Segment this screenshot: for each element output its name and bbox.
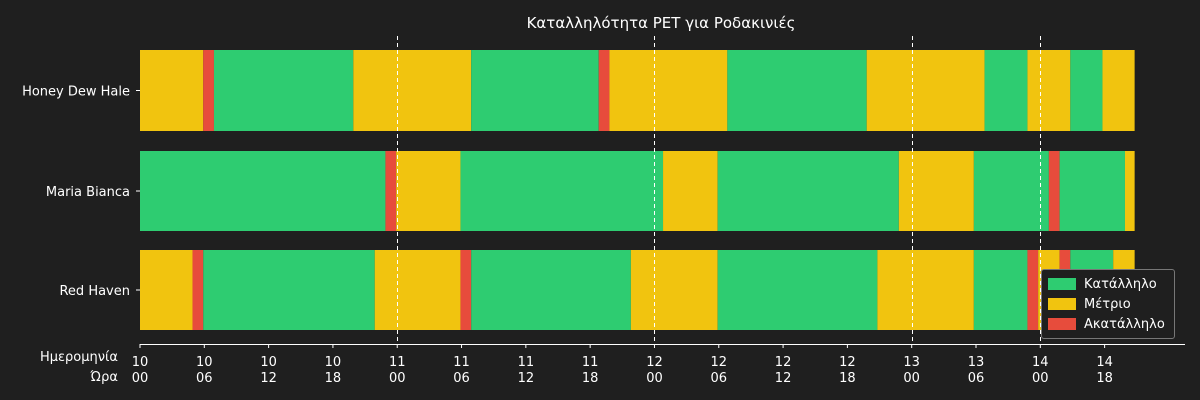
segment-0-8-mid [866, 50, 985, 131]
y-label-2: Red Haven [59, 284, 130, 299]
x-tick-day-10: 12 [775, 355, 792, 370]
segment-1-6-mid [898, 151, 974, 231]
segment-0-3-mid [353, 50, 472, 131]
segment-2-2-good [203, 250, 375, 330]
x-tick-day-8: 12 [646, 355, 663, 370]
segment-0-12-mid [1102, 50, 1135, 131]
x-axis-label-date: Ημερομηνία [40, 350, 118, 365]
legend-label-mid: Μέτριο [1084, 296, 1131, 312]
legend-swatch-good [1048, 278, 1076, 290]
chart-legend: Κατάλληλο Μέτριο Ακατάλληλο [1041, 269, 1175, 339]
x-tick-hour-13: 06 [968, 371, 985, 386]
x-tick-hour-3: 18 [325, 371, 342, 386]
legend-swatch-mid [1048, 298, 1076, 310]
segment-2-3-mid [374, 250, 461, 330]
x-tick-day-7: 11 [582, 355, 599, 370]
segment-1-9-good [1059, 151, 1125, 231]
y-axis-labels: Honey Dew Hale Maria Bianca Red Haven [22, 85, 140, 299]
segment-0-0-mid [140, 50, 204, 131]
gridlines [397, 36, 1041, 344]
chart-title: Καταλληλότητα PET για Ροδακινιές [527, 14, 796, 32]
segment-1-0-good [140, 151, 386, 231]
segment-0-2-good [213, 50, 354, 131]
x-tick-day-2: 10 [260, 355, 277, 370]
x-tick-hour-11: 18 [839, 371, 856, 386]
segment-0-9-good [984, 50, 1028, 131]
x-tick-hour-7: 18 [582, 371, 599, 386]
x-tick-day-13: 13 [968, 355, 985, 370]
x-tick-hour-5: 06 [453, 371, 470, 386]
segment-1-2-mid [396, 151, 461, 231]
x-axis-label-hour: Ώρα [89, 370, 118, 385]
segment-2-0-mid [140, 250, 193, 330]
x-tick-hour-4: 00 [389, 371, 406, 386]
segment-1-10-mid [1124, 151, 1135, 231]
segment-1-3-good [460, 151, 664, 231]
segment-0-7-good [727, 50, 867, 131]
x-tick-hour-8: 00 [646, 371, 663, 386]
x-tick-day-15: 14 [1096, 355, 1113, 370]
segment-2-9-good [973, 250, 1028, 330]
x-tick-day-4: 11 [389, 355, 406, 370]
legend-label-good: Κατάλληλο [1084, 276, 1157, 292]
segment-2-5-good [471, 250, 631, 330]
segment-1-5-good [717, 151, 899, 231]
segment-0-11-good [1070, 50, 1103, 131]
segment-0-6-mid [609, 50, 728, 131]
segment-2-1-bad [192, 250, 204, 330]
segment-2-6-mid [630, 250, 718, 330]
x-tick-day-3: 10 [325, 355, 342, 370]
segment-1-8-bad [1048, 151, 1060, 231]
segment-0-5-bad [598, 50, 610, 131]
x-tick-day-5: 11 [453, 355, 470, 370]
x-tick-hour-6: 12 [518, 371, 535, 386]
x-tick-hour-9: 06 [710, 371, 727, 386]
x-tick-hour-0: 00 [132, 371, 149, 386]
x-tick-hour-12: 00 [903, 371, 920, 386]
legend-item-good: Κατάλληλο [1048, 274, 1168, 294]
y-label-1: Maria Bianca [46, 185, 130, 200]
legend-item-mid: Μέτριο [1048, 294, 1168, 314]
x-tick-hour-2: 12 [260, 371, 277, 386]
segment-2-7-good [717, 250, 878, 330]
legend-swatch-bad [1048, 318, 1076, 330]
segment-1-7-good [973, 151, 1049, 231]
segment-2-4-bad [460, 250, 472, 330]
segment-0-10-mid [1027, 50, 1071, 131]
x-tick-hour-15: 18 [1096, 371, 1113, 386]
x-tick-day-1: 10 [196, 355, 213, 370]
x-tick-day-6: 11 [518, 355, 535, 370]
segment-0-1-bad [203, 50, 214, 131]
legend-label-bad: Ακατάλληλο [1084, 316, 1165, 332]
x-tick-day-11: 12 [839, 355, 856, 370]
segment-2-10-bad [1027, 250, 1039, 330]
legend-item-bad: Ακατάλληλο [1048, 314, 1168, 334]
x-axis: 1000100610121018110011061112111812001206… [132, 344, 1185, 386]
segment-0-4-good [471, 50, 599, 131]
x-tick-hour-1: 06 [196, 371, 213, 386]
timeline-bars [140, 50, 1135, 330]
x-tick-day-14: 14 [1032, 355, 1049, 370]
x-tick-hour-14: 00 [1032, 371, 1049, 386]
x-tick-day-0: 10 [132, 355, 149, 370]
x-tick-day-9: 12 [710, 355, 727, 370]
segment-1-4-mid [663, 151, 718, 231]
segment-2-8-mid [877, 250, 974, 330]
x-tick-hour-10: 12 [775, 371, 792, 386]
segment-1-1-bad [385, 151, 397, 231]
x-tick-day-12: 13 [903, 355, 920, 370]
y-label-0: Honey Dew Hale [22, 85, 130, 100]
